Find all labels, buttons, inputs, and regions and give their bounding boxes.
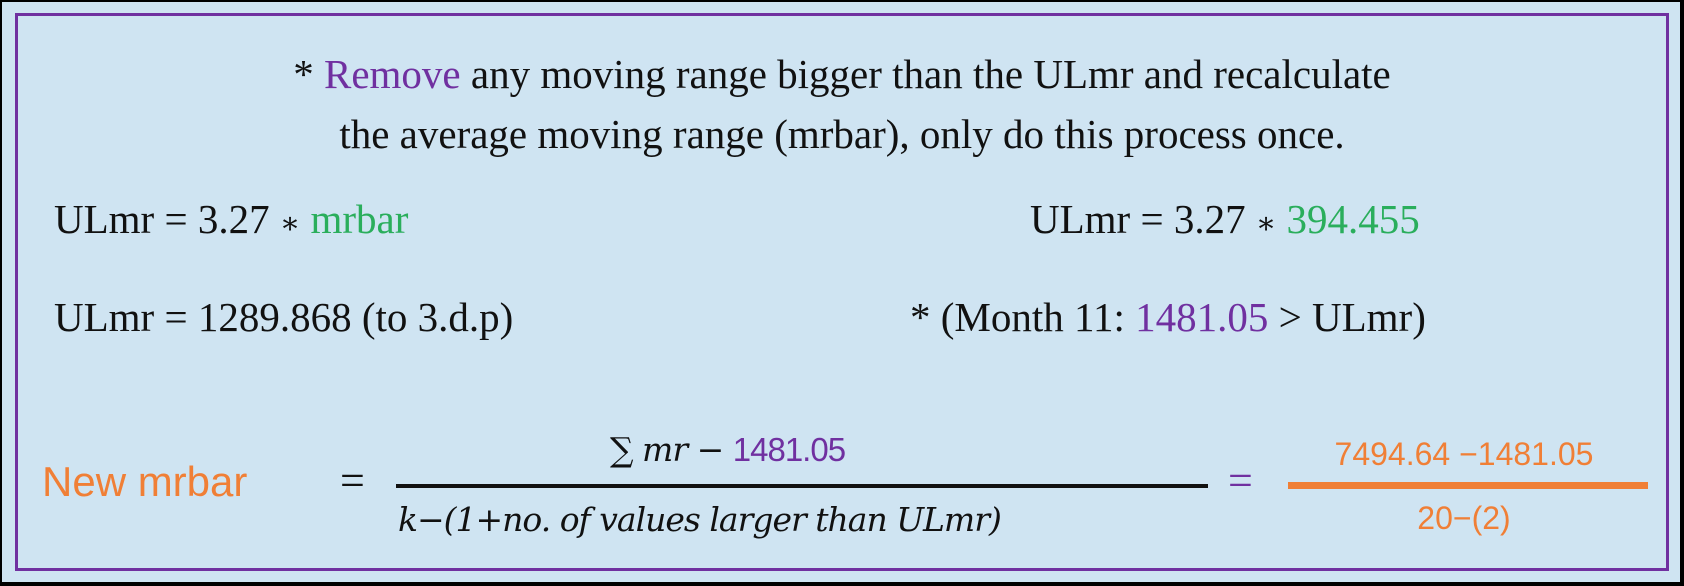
ulmr-lhs: ULmr = 3.27 (54, 196, 270, 242)
multiply-op: ∗ (279, 207, 301, 240)
ulmr-equation-numeric: ULmr = 3.27 ∗ 394.455 (1030, 195, 1420, 243)
sum-mr: ∑ mr − (610, 430, 724, 469)
equals-sign-2: = (1228, 456, 1253, 505)
month-11-note: * (Month 11: 1481.05 > ULmr) (910, 293, 1426, 341)
numerator: ∑ mr − 1481.05 (610, 430, 846, 469)
intro-line-2: the average moving range (mrbar), only d… (339, 111, 1345, 157)
denominator: k−(1+no. of values larger than ULmr) (398, 500, 1002, 539)
note-suffix: > ULmr) (1278, 294, 1426, 340)
result-numerator: 7494.64 −1481.05 (1334, 436, 1594, 472)
remove-highlight: Remove (324, 51, 461, 97)
new-mrbar-label: New mrbar (42, 458, 248, 505)
mrbar-value: 394.455 (1286, 196, 1420, 242)
ulmr-lhs: ULmr = 3.27 (1030, 196, 1246, 242)
note-value: 1481.05 (1135, 294, 1269, 340)
ulmr-result: ULmr = 1289.868 (to 3.d.p) (54, 294, 514, 340)
bullet: * (293, 51, 314, 97)
fraction-bar (396, 484, 1208, 488)
removed-value: 1481.05 (732, 431, 846, 468)
note-prefix: * (Month 11: (910, 294, 1125, 340)
intro-text: any moving range bigger than the ULmr an… (470, 51, 1391, 97)
mrbar-var: mrbar (310, 196, 409, 242)
ulmr-equation-symbolic: ULmr = 3.27 ∗ mrbar (54, 195, 408, 243)
result-denominator: 20−(2) (1417, 500, 1511, 536)
result-fraction-bar (1288, 482, 1648, 489)
intro-line-1: * Remove any moving range bigger than th… (0, 50, 1684, 98)
content-frame (15, 13, 1669, 571)
equals-sign: = (340, 456, 365, 505)
multiply-op: ∗ (1255, 207, 1277, 240)
